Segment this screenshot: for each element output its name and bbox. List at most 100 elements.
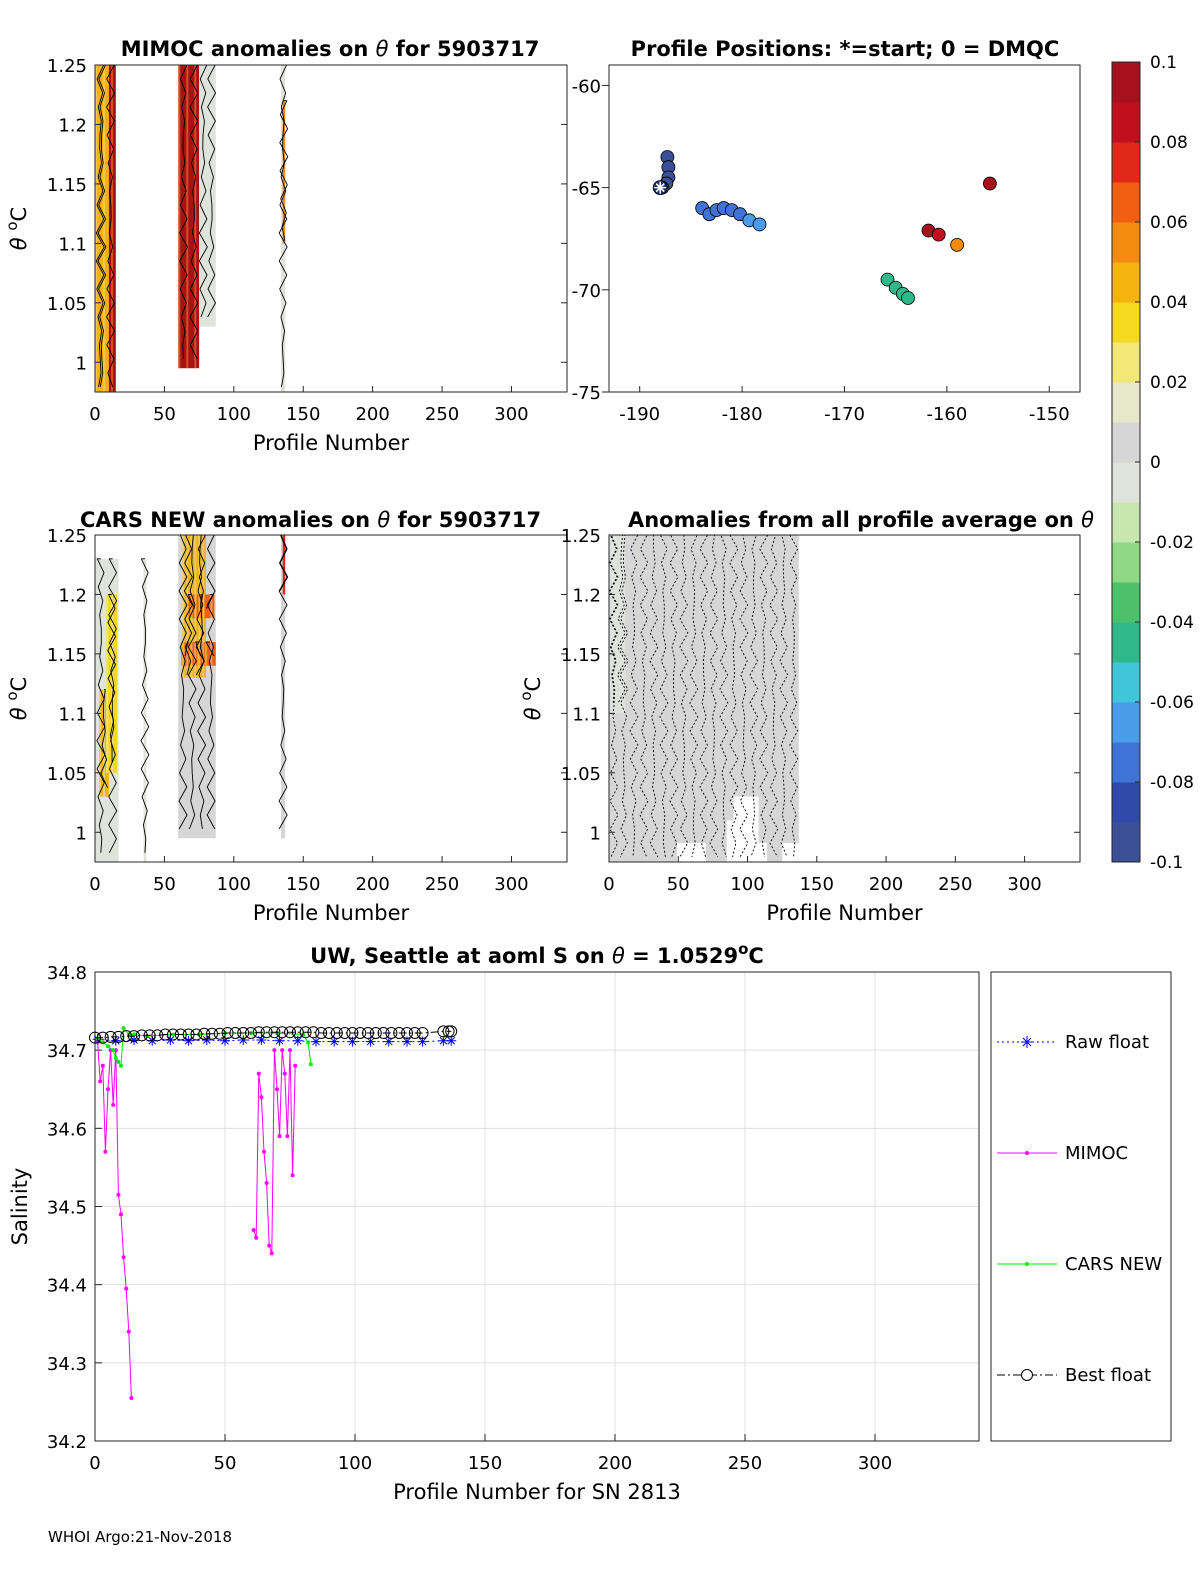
colorbar-swatch <box>1112 502 1140 543</box>
series-point <box>182 1028 195 1041</box>
series-point <box>311 1036 321 1047</box>
x-tick-label: -170 <box>824 404 865 425</box>
contour-line <box>195 535 205 676</box>
legend-marker <box>1021 1036 1033 1048</box>
contour-line <box>187 535 197 830</box>
anomaly-block <box>143 558 147 862</box>
x-tick-label: 0 <box>89 404 100 425</box>
profile-position-point <box>752 217 767 232</box>
panel-title: Profile Positions: *=start; 0 = DMQC <box>631 37 1060 61</box>
mimoc-anomaly-panel: 0 50 100 150 200 250 300 1 1.05 1.1 1.15 1.2 1.25 Pro… <box>3 37 568 455</box>
colorbar-swatch <box>1112 422 1140 463</box>
y-tick-label: 1.1 <box>572 704 601 725</box>
series-point <box>132 1032 136 1037</box>
plot-frame <box>94 534 568 863</box>
x-tick-label: 250 <box>425 404 459 425</box>
series-point <box>116 1059 121 1064</box>
series-point <box>126 1329 131 1334</box>
x-tick-label: 100 <box>730 874 764 895</box>
series-point <box>290 1173 295 1178</box>
anomaly-stripe <box>199 65 202 327</box>
series-point <box>269 1251 274 1256</box>
legend-marker <box>1021 1369 1033 1381</box>
colorbar-tick-label: -0.06 <box>1150 693 1194 713</box>
series-point <box>198 1027 211 1040</box>
series-point <box>285 1134 290 1139</box>
series-point <box>346 1026 359 1039</box>
series-line <box>95 1030 452 1039</box>
x-tick-label: -150 <box>1029 404 1070 425</box>
salinity-time-series-panel: 0 50 100 150 200 250 300 34.2 34.3 34.4 34.5 34.6 34… <box>8 940 1172 1504</box>
y-tick-label: 1.05 <box>561 764 601 785</box>
legend-marker <box>1025 1151 1029 1155</box>
series-point <box>280 1048 285 1053</box>
y-tick-label: 1.1 <box>58 234 87 255</box>
anomaly-block <box>282 100 286 244</box>
series-point <box>111 1048 116 1053</box>
contour-line <box>719 535 729 858</box>
series-point <box>151 1029 164 1042</box>
anomaly-stripe <box>761 535 763 862</box>
series-point <box>229 1026 242 1039</box>
colorbar-swatch <box>1112 782 1140 823</box>
colorbar-swatch <box>1112 182 1140 223</box>
series-point <box>417 1036 428 1047</box>
contour-line <box>729 535 739 858</box>
anomaly-stripe <box>178 65 181 369</box>
contour-line <box>669 535 679 858</box>
contour-line <box>100 689 109 788</box>
y-axis-label: θ oC <box>3 677 31 720</box>
series-point <box>276 1026 289 1039</box>
missing-data-gap <box>782 842 799 862</box>
series-point <box>128 1030 140 1043</box>
contour-line <box>95 65 105 388</box>
series-point <box>124 1286 129 1291</box>
series-point <box>113 1055 118 1060</box>
series-point <box>251 1227 256 1232</box>
colorbar-swatch <box>1112 462 1140 503</box>
anomaly-stripe <box>745 535 747 862</box>
series-point <box>259 1095 264 1100</box>
contour-line <box>106 65 116 388</box>
series-point <box>365 1036 376 1047</box>
anomaly-stripe <box>777 535 779 862</box>
start-star-marker <box>654 181 667 194</box>
legend: Raw float MIMOC CARS NEW Best float <box>990 971 1172 1442</box>
series-point <box>106 1044 110 1049</box>
anomaly-stripe <box>202 594 205 619</box>
x-axis-label: Profile Number <box>766 901 923 925</box>
y-tick-label: 1.15 <box>47 175 87 196</box>
series-line <box>97 1042 132 1399</box>
series-point <box>98 1079 103 1084</box>
profile-position-point <box>880 272 895 287</box>
y-tick-label: 34.8 <box>47 963 87 984</box>
x-tick-label: 0 <box>603 874 614 895</box>
anomaly-stripe <box>697 535 699 862</box>
series-point <box>120 1030 133 1043</box>
contour-line <box>179 65 189 360</box>
y-tick-label: 34.3 <box>47 1354 87 1375</box>
series-point <box>129 1035 139 1046</box>
x-tick-label: 0 <box>89 1453 100 1474</box>
contour-line <box>689 535 699 858</box>
colorbar-tick-label: 0.06 <box>1150 213 1188 233</box>
anomaly-stripe <box>705 535 707 862</box>
contour-line <box>97 65 107 388</box>
series-point <box>446 1035 457 1046</box>
colorbar-swatch <box>1112 702 1140 743</box>
series-point <box>377 1026 390 1039</box>
anomaly-stripe <box>194 65 197 369</box>
plot-body <box>95 535 289 862</box>
series-point <box>292 1035 303 1046</box>
y-axis-label: θ oC <box>3 207 31 250</box>
plot-body <box>95 65 289 392</box>
series-point <box>238 1035 249 1046</box>
contour-line <box>206 535 216 830</box>
y-tick-label: 1.2 <box>58 115 87 136</box>
plot-body <box>609 535 799 862</box>
series-point <box>201 1035 212 1046</box>
legend-marker <box>1025 1262 1029 1266</box>
anomaly-stripe <box>106 594 109 773</box>
y-axis-label: θ oC <box>517 677 545 720</box>
